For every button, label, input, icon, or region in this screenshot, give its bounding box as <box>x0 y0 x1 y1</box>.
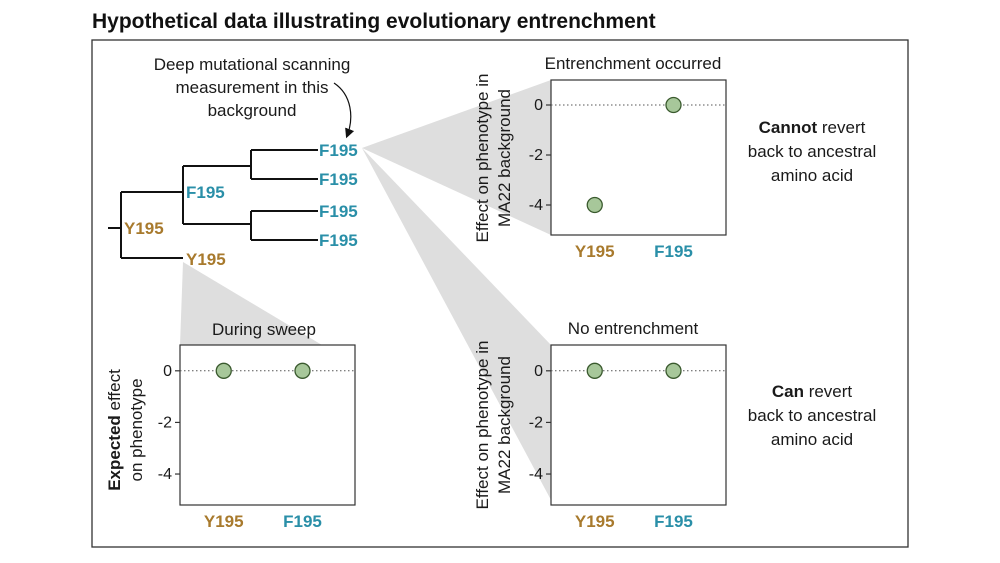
entrenched-ytick-label-0: 0 <box>534 97 543 114</box>
sweep-xlabel-f195: F195 <box>283 512 322 531</box>
not-entrenched-xlabel-f195: F195 <box>654 512 693 531</box>
sweep-ytick-label-0: 0 <box>163 363 172 380</box>
tree-root-label-bg <box>122 216 174 238</box>
panel-entrenched-plot-area <box>550 79 727 236</box>
tree-tip-label-2: F195 <box>319 170 358 189</box>
entrenched-point-f195 <box>665 96 682 114</box>
panel-sweep: During sweep 0 -2 -4 Y195 F195 Expected effe… <box>105 320 356 531</box>
chart-sweep: 0 -2 -4 Y195 F195 <box>158 362 355 531</box>
panel-entrenched-note-line-3: amino acid <box>771 166 853 185</box>
panel-not-entrenched-plot-area <box>550 344 727 506</box>
annotation-line-2: measurement in this <box>175 78 328 97</box>
annotation-line-3: background <box>208 101 297 120</box>
panel-entrenched-note-line-1: Cannot revert <box>759 118 866 137</box>
tree-tip-label-4: F195 <box>319 231 358 250</box>
chart-entrenched: 0 -2 -4 Y195 F195 <box>529 96 726 261</box>
not-entrenched-ytick-label-2: -4 <box>529 466 543 483</box>
wedge-no-entrenchment <box>362 148 551 500</box>
tree-tip-label-1: F195 <box>319 141 358 160</box>
phylogenetic-tree <box>108 149 318 259</box>
sweep-ytick-label-1: -2 <box>158 414 172 431</box>
panel-not-entrenched-heading: No entrenchment <box>568 319 699 338</box>
entrenched-point-y195 <box>586 196 603 214</box>
panel-not-entrenched-ylabel-line-1: Effect on phenotype in <box>473 341 492 510</box>
panel-entrenched: Entrenchment occurred 0 -2 -4 Y195 F195 Effe… <box>473 54 876 261</box>
panel-sweep-ylabel-line-2: on phenotype <box>127 378 146 481</box>
panel-not-entrenched-note-line-3: amino acid <box>771 430 853 449</box>
chart-not-entrenched: 0 -2 -4 Y195 F195 <box>529 362 726 531</box>
sweep-xlabel-y195: Y195 <box>204 512 244 531</box>
sweep-ytick-label-2: -4 <box>158 466 172 483</box>
annotation-arrow <box>333 82 355 139</box>
panel-not-entrenched: No entrenchment 0 -2 -4 Y195 F195 Effect on … <box>473 319 876 531</box>
wedge-entrenched <box>362 80 551 235</box>
panel-not-entrenched-note-line-1: Can revert <box>772 382 853 401</box>
panel-entrenched-note-line-2: back to ancestral <box>748 142 877 161</box>
tree-internal-label: F195 <box>186 183 225 202</box>
not-entrenched-ytick-label-1: -2 <box>529 414 543 431</box>
sweep-point-y195 <box>215 362 232 379</box>
panel-sweep-ylabel-bold: Expected <box>105 415 124 491</box>
wedge-sweep <box>180 262 322 345</box>
panel-entrenched-note-rest: revert <box>817 118 865 137</box>
entrenched-ytick-label-2: -4 <box>529 197 543 214</box>
tree-root-label: Y195 <box>124 219 164 238</box>
panel-sweep-ylabel-line-1: Expected effect <box>105 369 124 491</box>
panel-not-entrenched-note-line-2: back to ancestral <box>748 406 877 425</box>
not-entrenched-point-y195 <box>586 362 603 379</box>
panel-sweep-ylabel-rest: effect <box>105 369 124 415</box>
panel-entrenched-heading: Entrenchment occurred <box>545 54 722 73</box>
tree-ancestor-label: Y195 <box>186 250 226 269</box>
panel-sweep-heading: During sweep <box>212 320 316 339</box>
panel-entrenched-note-bold: Cannot <box>759 118 818 137</box>
panel-not-entrenched-ylabel-line-2: MA22 background <box>495 356 514 494</box>
entrenched-xlabel-f195: F195 <box>654 242 693 261</box>
panel-not-entrenched-note-rest: revert <box>804 382 852 401</box>
not-entrenched-ytick-label-0: 0 <box>534 363 543 380</box>
tree-tip-label-3: F195 <box>319 202 358 221</box>
panel-not-entrenched-note-bold: Can <box>772 382 804 401</box>
panel-entrenched-ylabel-line-1: Effect on phenotype in <box>473 74 492 243</box>
entrenched-ytick-label-1: -2 <box>529 147 543 164</box>
not-entrenched-xlabel-y195: Y195 <box>575 512 615 531</box>
tree-internal-label-bg <box>184 182 236 204</box>
figure-title: Hypothetical data illustrating evolution… <box>92 10 656 33</box>
sweep-point-f195 <box>294 362 311 379</box>
not-entrenched-point-f195 <box>665 362 682 379</box>
entrenched-xlabel-y195: Y195 <box>575 242 615 261</box>
dms-annotation: Deep mutational scanning measurement in … <box>154 55 355 139</box>
figure-frame <box>91 39 909 548</box>
annotation-line-1: Deep mutational scanning <box>154 55 351 74</box>
panel-entrenched-ylabel-line-2: MA22 background <box>495 89 514 227</box>
panel-sweep-plot-area <box>179 344 356 506</box>
